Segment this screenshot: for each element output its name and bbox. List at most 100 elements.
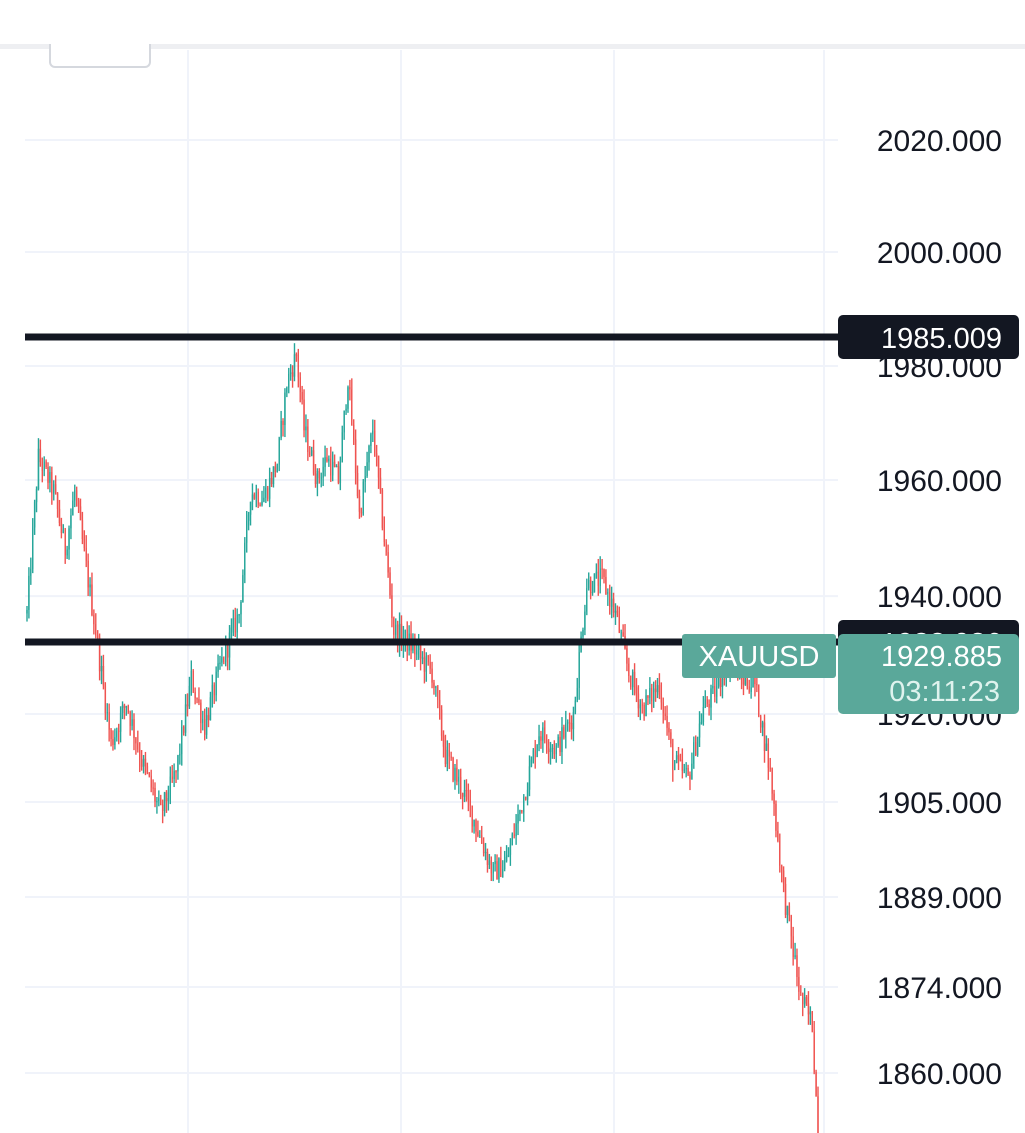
candle-body (375, 453, 378, 456)
y-axis-tick-label: 1889.000 (877, 882, 1002, 915)
candle-body (207, 715, 210, 721)
y-axis-tick-label: 2000.000 (877, 237, 1002, 270)
candle-body (139, 749, 141, 760)
candles (26, 343, 819, 1133)
candle-body (647, 695, 649, 698)
candle-body (284, 392, 286, 425)
candle-body (366, 462, 368, 477)
candle-body (354, 439, 357, 474)
candle-body (534, 750, 536, 757)
candle-body (133, 719, 135, 739)
candle-body (30, 568, 32, 576)
candle-body (131, 719, 133, 726)
candle-body (288, 374, 290, 388)
candle-body (33, 502, 36, 528)
candle-body (603, 569, 605, 577)
candle-body (374, 430, 376, 454)
candle-body (150, 775, 152, 788)
candle-body (721, 678, 724, 688)
candle-body (431, 668, 433, 683)
last-price-label (838, 634, 1019, 714)
candle-body (767, 743, 770, 768)
candle-body (167, 798, 170, 802)
candle-body (152, 787, 154, 789)
candle-body (297, 354, 300, 378)
candle-body (572, 712, 575, 730)
candle-body (672, 743, 674, 771)
candle-body (555, 745, 557, 755)
candle-body (544, 727, 546, 740)
candle-body (549, 749, 552, 753)
candle-body (320, 477, 322, 479)
candle-body (574, 700, 577, 713)
candle-body (790, 915, 792, 937)
candle-body (761, 722, 764, 728)
chart-tab-stub[interactable] (49, 44, 151, 68)
candle-body (435, 686, 437, 688)
candle-body (205, 715, 208, 735)
candle-body (788, 905, 791, 916)
candle-body (440, 709, 443, 736)
candle-body (754, 676, 756, 685)
candle-body (93, 615, 95, 625)
candle-body (807, 1003, 810, 1015)
candle-body (597, 571, 599, 586)
candle-body (87, 560, 89, 588)
candle-body (450, 756, 452, 758)
candle-body (696, 737, 699, 755)
candle-body (112, 739, 114, 745)
candle-body (314, 473, 317, 484)
candle-body (471, 805, 473, 827)
candle-body (142, 758, 145, 767)
candle-body (742, 677, 745, 685)
candle-body (519, 810, 521, 815)
candle-body (591, 592, 594, 594)
candle-body (813, 1031, 815, 1073)
candle-body (81, 520, 84, 540)
candle-body (217, 663, 219, 672)
candle-body (458, 776, 460, 782)
candle-body (712, 685, 714, 689)
candle-body (404, 629, 407, 639)
candle-body (423, 657, 426, 672)
candle-body (270, 477, 273, 485)
candle-body (685, 767, 687, 770)
candle-body (752, 676, 754, 688)
candle-body (95, 624, 97, 636)
candle-body (437, 686, 439, 700)
candle-body (28, 575, 30, 610)
candle-body (358, 495, 361, 512)
candle-body (639, 704, 642, 709)
candle-body (238, 614, 240, 616)
candle-body (750, 687, 752, 692)
candle-body (127, 705, 129, 713)
candle-body (695, 742, 697, 755)
price-axis[interactable]: 2020.0002000.0001980.0001960.0001940.000… (877, 125, 1002, 1091)
candle-body (135, 738, 137, 744)
candle-body (494, 861, 496, 865)
candle-body (364, 476, 366, 482)
candle-body (805, 997, 808, 1004)
candle-body (645, 695, 647, 717)
candle-body (253, 494, 256, 499)
candle-body (442, 735, 445, 747)
candle-body (765, 743, 768, 751)
candle-body (538, 736, 540, 746)
candle-body (272, 466, 275, 485)
candle-body (211, 684, 214, 698)
candle-body (756, 684, 758, 686)
candle-body (618, 614, 620, 633)
candle-body (607, 591, 609, 594)
candle-body (759, 716, 762, 728)
candle-body (293, 354, 296, 377)
y-axis-tick-label: 1940.000 (877, 581, 1002, 614)
candle-body (779, 840, 781, 866)
candle-body (746, 676, 749, 687)
candle-body (802, 993, 804, 1005)
candle-body (570, 722, 573, 730)
candle-body (330, 458, 332, 476)
candle-body (786, 905, 789, 915)
chart-grid (25, 50, 838, 1133)
candle-body (817, 1096, 819, 1133)
